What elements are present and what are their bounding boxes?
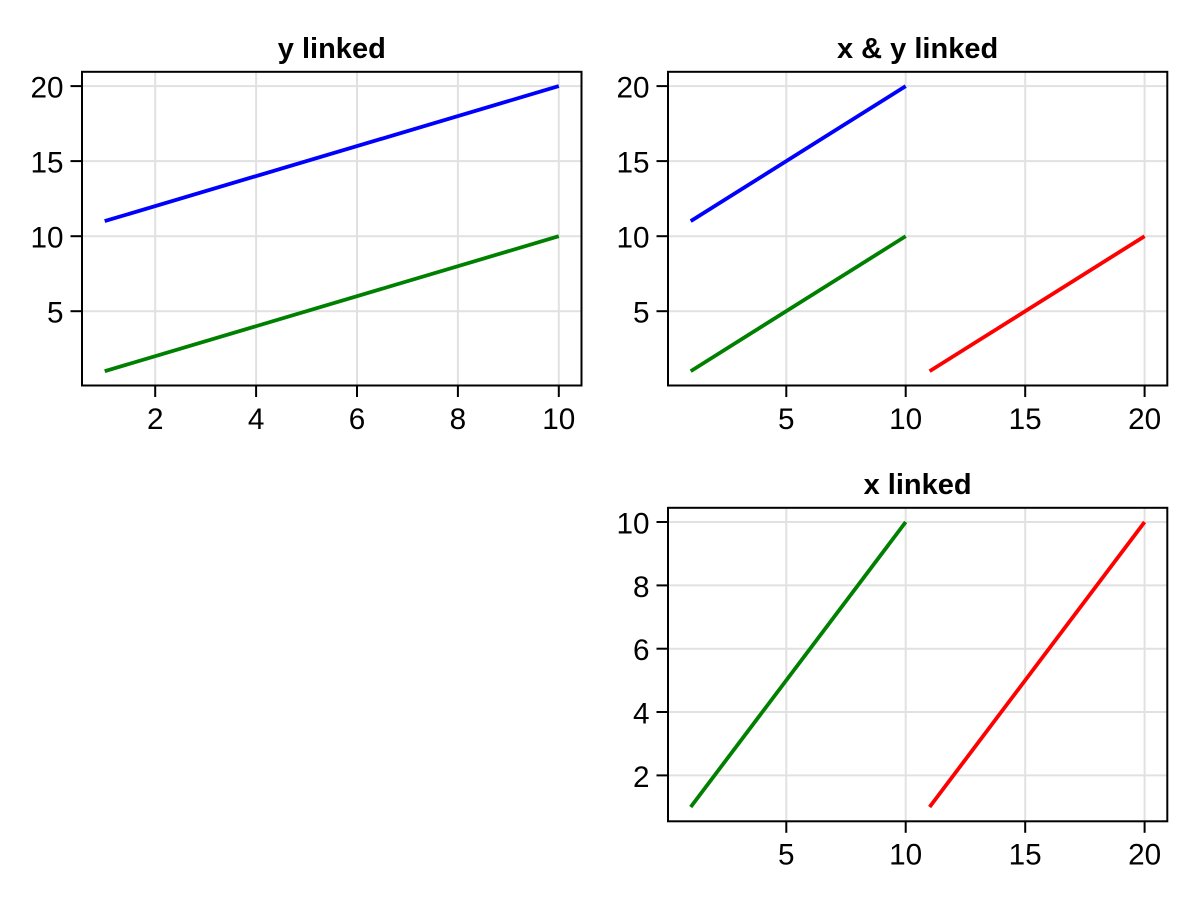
svg-text:5: 5 bbox=[778, 403, 795, 436]
svg-text:10: 10 bbox=[616, 222, 649, 255]
svg-text:4: 4 bbox=[248, 403, 265, 436]
svg-text:6: 6 bbox=[349, 403, 366, 436]
svg-text:2: 2 bbox=[147, 403, 164, 436]
svg-text:20: 20 bbox=[30, 72, 63, 105]
svg-text:x & y linked: x & y linked bbox=[837, 33, 998, 65]
svg-text:10: 10 bbox=[889, 403, 922, 436]
svg-text:5: 5 bbox=[778, 839, 795, 872]
svg-text:8: 8 bbox=[633, 571, 650, 604]
svg-text:15: 15 bbox=[1009, 403, 1042, 436]
svg-text:y linked: y linked bbox=[278, 33, 386, 65]
svg-text:15: 15 bbox=[30, 147, 63, 180]
svg-text:4: 4 bbox=[633, 698, 650, 731]
svg-text:5: 5 bbox=[47, 297, 64, 330]
svg-text:10: 10 bbox=[616, 508, 649, 541]
svg-text:10: 10 bbox=[542, 403, 575, 436]
svg-text:15: 15 bbox=[616, 147, 649, 180]
svg-text:10: 10 bbox=[889, 839, 922, 872]
svg-text:8: 8 bbox=[450, 403, 467, 436]
svg-text:x linked: x linked bbox=[864, 469, 972, 501]
svg-text:15: 15 bbox=[1009, 839, 1042, 872]
svg-text:5: 5 bbox=[633, 297, 650, 330]
svg-text:6: 6 bbox=[633, 634, 650, 667]
svg-text:20: 20 bbox=[616, 72, 649, 105]
svg-text:10: 10 bbox=[30, 222, 63, 255]
svg-text:20: 20 bbox=[1128, 839, 1161, 872]
svg-text:20: 20 bbox=[1128, 403, 1161, 436]
svg-text:2: 2 bbox=[633, 761, 650, 794]
